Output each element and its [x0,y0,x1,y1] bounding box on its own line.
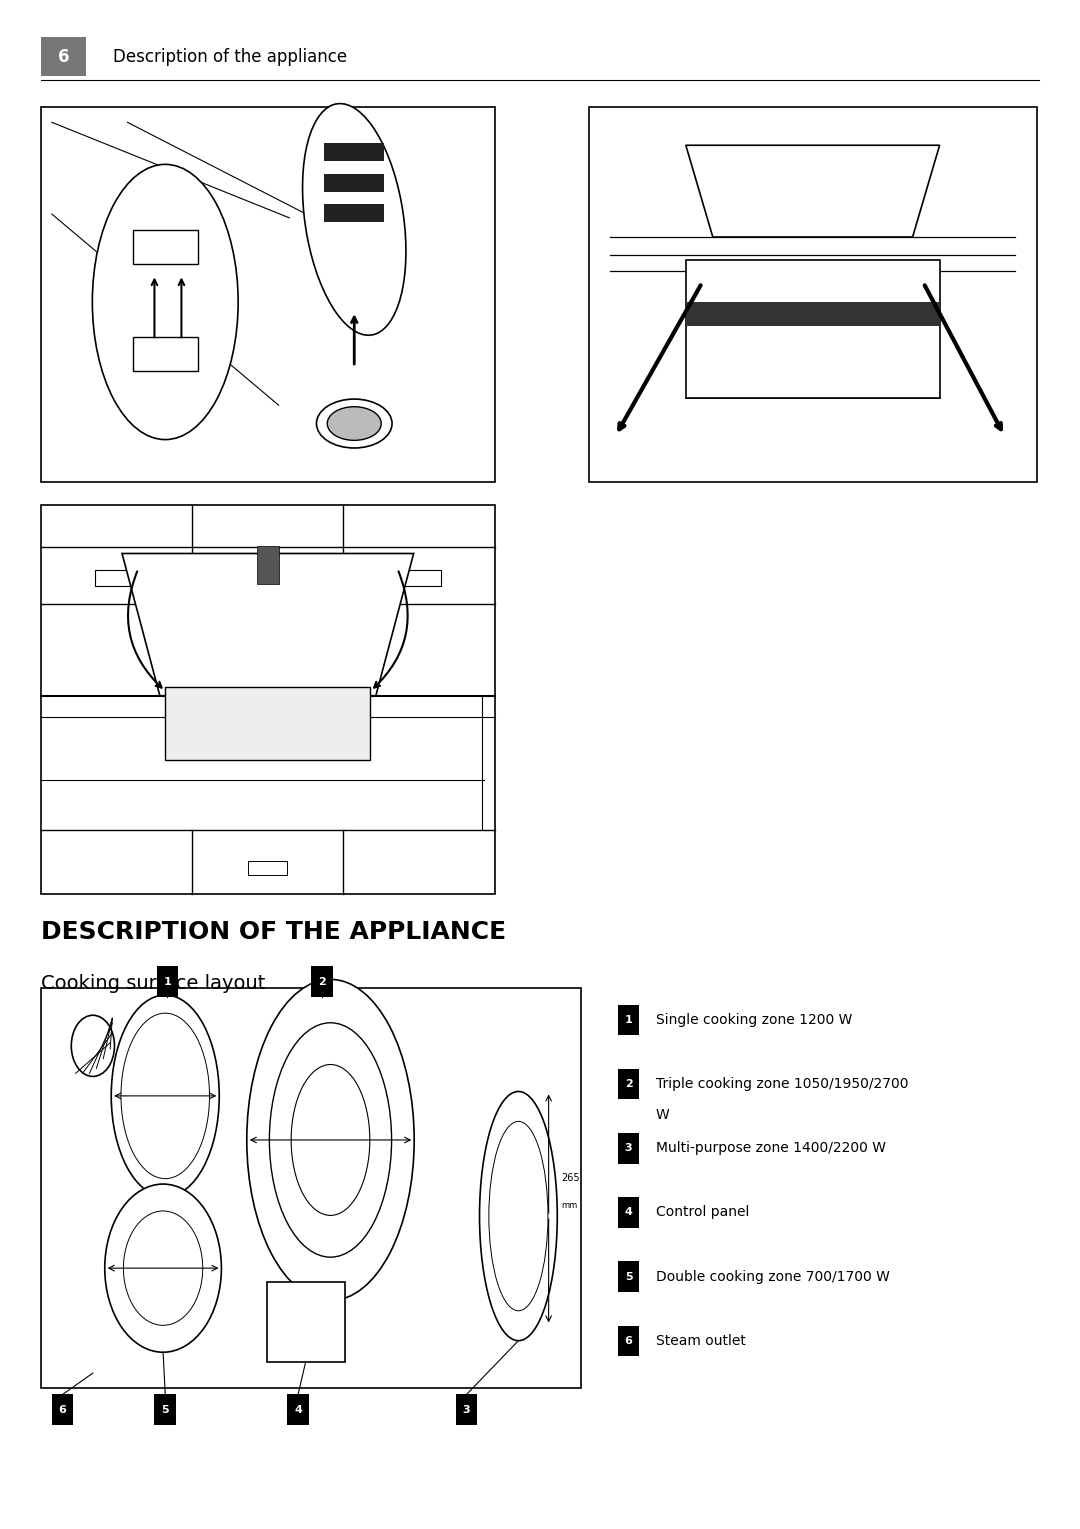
Text: 120/180: 120/180 [145,1246,181,1254]
FancyBboxPatch shape [618,1326,639,1356]
Bar [41,505,495,894]
Text: 6: 6 [624,1336,633,1346]
FancyBboxPatch shape [311,966,333,997]
Text: 3: 3 [624,1144,633,1153]
Ellipse shape [489,1121,548,1310]
Text: W: W [656,1107,670,1122]
Text: 4: 4 [294,1405,302,1414]
Text: Triple cooking zone 1050/1950/2700: Triple cooking zone 1050/1950/2700 [656,1076,908,1092]
Bar [41,107,495,482]
Ellipse shape [111,995,219,1197]
FancyBboxPatch shape [618,1261,639,1292]
Text: mm: mm [322,1154,339,1162]
Bar [165,687,370,760]
FancyBboxPatch shape [618,1197,639,1228]
Text: mm: mm [157,1104,174,1113]
Text: 6: 6 [58,47,69,66]
Text: Multi-purpose zone 1400/2200 W: Multi-purpose zone 1400/2200 W [656,1141,886,1156]
Text: 4: 4 [624,1208,633,1217]
Bar [589,107,1037,482]
Ellipse shape [269,1023,392,1257]
Text: 265: 265 [562,1173,580,1183]
Bar [397,570,441,586]
FancyBboxPatch shape [618,1005,639,1035]
Text: 1: 1 [624,1015,633,1024]
Text: 145/210/270: 145/210/270 [301,1112,360,1121]
Bar [41,988,581,1388]
Bar [246,570,289,586]
Ellipse shape [123,1211,203,1326]
Text: 145: 145 [156,1070,175,1081]
Bar [133,336,198,370]
Bar [248,861,287,875]
Text: DESCRIPTION OF THE APPLIANCE: DESCRIPTION OF THE APPLIANCE [41,920,507,945]
Ellipse shape [246,980,415,1301]
FancyBboxPatch shape [456,1394,477,1425]
Ellipse shape [327,407,381,440]
FancyBboxPatch shape [324,142,384,161]
Ellipse shape [302,104,406,335]
Text: Cooking surface layout: Cooking surface layout [41,974,266,992]
Text: Description of the appliance: Description of the appliance [113,47,348,66]
Bar [95,570,138,586]
Ellipse shape [316,399,392,448]
Text: 3: 3 [462,1405,471,1414]
FancyBboxPatch shape [157,966,178,997]
FancyBboxPatch shape [41,37,86,76]
Text: 2: 2 [624,1079,633,1089]
Text: 2: 2 [318,977,326,986]
Ellipse shape [480,1092,557,1341]
FancyBboxPatch shape [618,1069,639,1099]
Ellipse shape [121,1014,210,1179]
Bar [686,301,940,326]
FancyBboxPatch shape [324,203,384,222]
Text: mm: mm [562,1200,578,1209]
FancyBboxPatch shape [618,1133,639,1164]
FancyBboxPatch shape [287,1394,309,1425]
Bar [133,229,198,263]
Ellipse shape [93,164,239,439]
Ellipse shape [292,1064,369,1216]
Polygon shape [686,145,940,237]
Text: 5: 5 [161,1405,170,1414]
Ellipse shape [71,1015,114,1076]
FancyBboxPatch shape [154,1394,176,1425]
Text: 170: 170 [511,1229,530,1240]
Text: 1: 1 [163,977,172,986]
Bar [686,260,940,398]
Text: Steam outlet: Steam outlet [656,1333,745,1349]
Text: 6: 6 [58,1405,67,1414]
Text: mm: mm [512,1257,529,1266]
Bar [257,546,279,584]
Bar [267,1283,345,1362]
Text: Control panel: Control panel [656,1205,748,1220]
Polygon shape [122,553,414,696]
Text: mm: mm [154,1277,172,1286]
Text: Double cooking zone 700/1700 W: Double cooking zone 700/1700 W [656,1269,890,1284]
FancyBboxPatch shape [52,1394,73,1425]
Ellipse shape [105,1183,221,1352]
Text: 5: 5 [624,1272,633,1281]
FancyBboxPatch shape [324,173,384,191]
Text: Single cooking zone 1200 W: Single cooking zone 1200 W [656,1012,852,1027]
